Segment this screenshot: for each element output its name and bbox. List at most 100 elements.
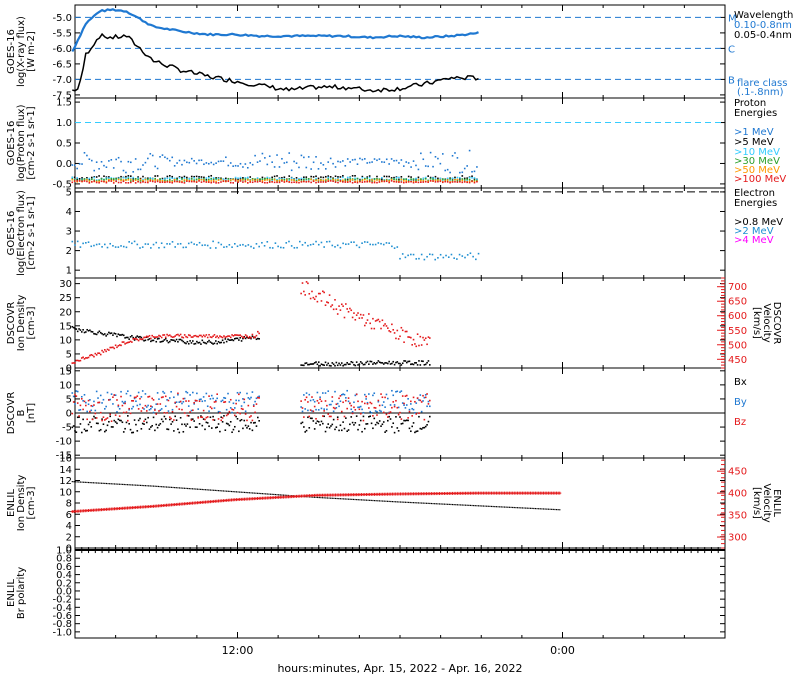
- velocity-point: [235, 334, 237, 336]
- enlil-density-point: [96, 482, 98, 484]
- proton-point: [244, 177, 247, 179]
- proton-point: [349, 178, 351, 180]
- b-component-point: [400, 390, 403, 392]
- electron-point: [442, 256, 445, 259]
- proton-point: [271, 178, 273, 181]
- enlil-density-point: [456, 504, 459, 506]
- b-component-point: [363, 427, 366, 430]
- density-point: [389, 363, 392, 365]
- velocity-point: [385, 325, 388, 327]
- proton-point: [334, 179, 337, 181]
- b-component-point: [312, 420, 315, 422]
- b-component-point: [148, 408, 151, 411]
- b-component-point: [147, 404, 149, 407]
- b-component-point: [377, 400, 380, 403]
- velocity-point: [331, 304, 334, 306]
- x-tick-label: 0:00: [550, 644, 575, 657]
- proton-point: [256, 178, 259, 181]
- density-point: [114, 333, 117, 335]
- proton-point: [356, 163, 359, 165]
- proton-point: [405, 180, 408, 182]
- velocity-point: [399, 335, 401, 338]
- velocity-point: [99, 353, 102, 356]
- b-component-point: [166, 428, 168, 430]
- proton-point: [176, 177, 178, 180]
- b-component-point: [148, 428, 151, 430]
- proton-point: [354, 174, 356, 177]
- electron-point: [296, 246, 298, 249]
- velocity-point: [246, 335, 248, 337]
- velocity-point: [428, 337, 431, 339]
- proton-point: [127, 160, 130, 163]
- velocity-point: [174, 335, 177, 337]
- proton-point: [176, 180, 178, 183]
- b-component-point: [339, 395, 342, 397]
- y2-tick-label: 300: [728, 533, 747, 544]
- electron-point: [366, 241, 369, 244]
- b-component-point: [164, 405, 167, 408]
- velocity-point: [168, 334, 171, 336]
- enlil-density-point: [476, 505, 478, 507]
- b-component-point: [415, 413, 418, 415]
- enlil-density-point: [118, 483, 121, 485]
- density-point: [229, 339, 232, 341]
- b-component-point: [80, 398, 83, 400]
- proton-point: [381, 180, 383, 182]
- enlil-density-point: [148, 485, 150, 487]
- proton-point: [251, 179, 254, 181]
- b-component-point: [353, 406, 355, 409]
- density-point: [400, 364, 403, 366]
- proton-point: [261, 176, 264, 179]
- proton-point: [434, 177, 437, 180]
- density-point: [322, 363, 324, 366]
- enlil-density-point: [182, 487, 184, 489]
- proton-point: [168, 177, 171, 179]
- velocity-point: [254, 336, 256, 339]
- velocity-point: [322, 290, 324, 293]
- enlil-density-point: [451, 503, 454, 506]
- b-component-point: [72, 425, 75, 427]
- enlil-density-point: [354, 498, 356, 501]
- proton-point: [300, 178, 303, 181]
- legend-item: (.1-.8nm): [737, 87, 784, 98]
- electron-point: [201, 244, 204, 247]
- proton-point: [105, 166, 108, 168]
- proton-point: [461, 171, 464, 174]
- b-component-point: [330, 415, 332, 418]
- velocity-point: [127, 341, 129, 344]
- electron-point: [125, 246, 128, 249]
- b-component-point: [385, 393, 388, 396]
- density-point: [110, 332, 113, 334]
- proton-point: [198, 175, 200, 178]
- b-component-point: [175, 401, 178, 403]
- electron-point: [206, 244, 209, 247]
- electron-point: [258, 245, 260, 248]
- proton-point: [459, 179, 461, 182]
- enlil-density-point: [356, 499, 358, 501]
- proton-point: [383, 161, 386, 164]
- density-point: [419, 364, 422, 366]
- electron-point: [271, 247, 274, 249]
- b-component-point: [381, 396, 384, 399]
- velocity-point: [120, 344, 122, 347]
- velocity-point: [330, 305, 332, 308]
- proton-point: [417, 181, 420, 184]
- proton-point: [346, 178, 349, 181]
- proton-point: [205, 177, 208, 179]
- proton-point: [283, 181, 286, 183]
- proton-point: [385, 179, 388, 182]
- proton-point: [429, 151, 432, 154]
- b-component-point: [127, 415, 129, 417]
- velocity-point: [388, 330, 390, 332]
- density-point: [200, 343, 202, 345]
- proton-point: [249, 180, 252, 182]
- proton-point: [412, 160, 415, 162]
- proton-point: [317, 179, 320, 181]
- b-component-point: [396, 427, 399, 429]
- proton-point: [161, 179, 164, 182]
- density-point: [177, 340, 179, 343]
- density-point: [118, 334, 121, 336]
- proton-point: [422, 177, 425, 180]
- density-point: [426, 361, 428, 364]
